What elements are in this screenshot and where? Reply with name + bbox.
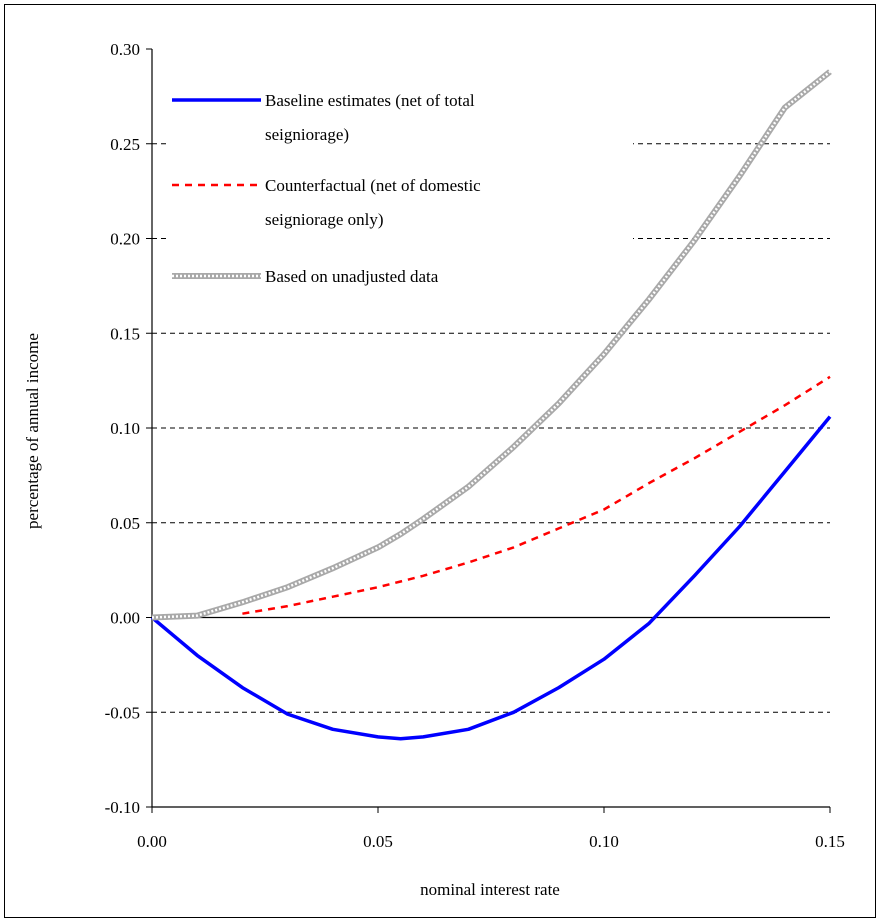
legend-label: Baseline estimates (net of total xyxy=(265,91,475,110)
y-tick-label: -0.10 xyxy=(105,798,140,817)
x-tick-label: 0.15 xyxy=(815,832,845,851)
series-lines xyxy=(150,69,832,741)
legend-label: Based on unadjusted data xyxy=(265,267,439,286)
legend-label: seigniorage) xyxy=(265,125,349,144)
tick-labels: -0.10 -0.05 0.00 0.05 0.10 0.15 0.20 0.25 0.30 0.… xyxy=(105,40,845,851)
x-tick-label: 0.05 xyxy=(363,832,393,851)
y-tick-label: 0.20 xyxy=(110,230,140,249)
counterfactual-line xyxy=(242,375,831,615)
y-tick-label: 0.05 xyxy=(110,514,140,533)
x-tick-label: 0.10 xyxy=(589,832,619,851)
legend-label: seigniorage only) xyxy=(265,210,384,229)
legend: Baseline estimates (net of total seignior… xyxy=(172,91,481,286)
baseline-line xyxy=(150,415,832,741)
unadjusted-line-inner xyxy=(151,70,831,619)
axes xyxy=(146,48,831,813)
x-axis-title: nominal interest rate xyxy=(420,880,560,899)
x-tick-label: 0.00 xyxy=(137,832,167,851)
y-tick-label: 0.10 xyxy=(110,419,140,438)
y-tick-label: -0.05 xyxy=(105,703,140,722)
y-tick-label: 0.30 xyxy=(110,40,140,59)
legend-label: Counterfactual (net of domestic xyxy=(265,176,481,195)
y-axis-title: percentage of annual income xyxy=(23,333,42,529)
y-tick-label: 0.15 xyxy=(110,324,140,343)
y-tick-label: 0.00 xyxy=(110,609,140,628)
legend-box xyxy=(168,82,633,300)
legend-background xyxy=(168,82,633,300)
y-tick-label: 0.25 xyxy=(110,135,140,154)
